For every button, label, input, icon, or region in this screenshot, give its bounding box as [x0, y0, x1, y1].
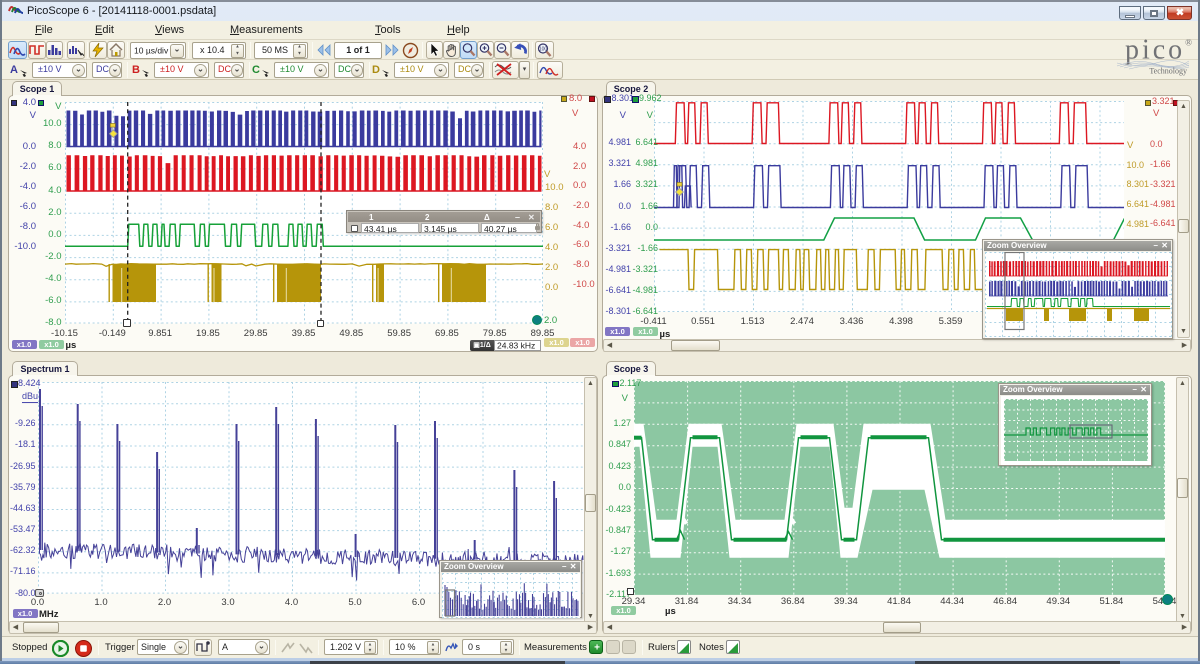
svg-text:100: 100	[539, 47, 548, 53]
